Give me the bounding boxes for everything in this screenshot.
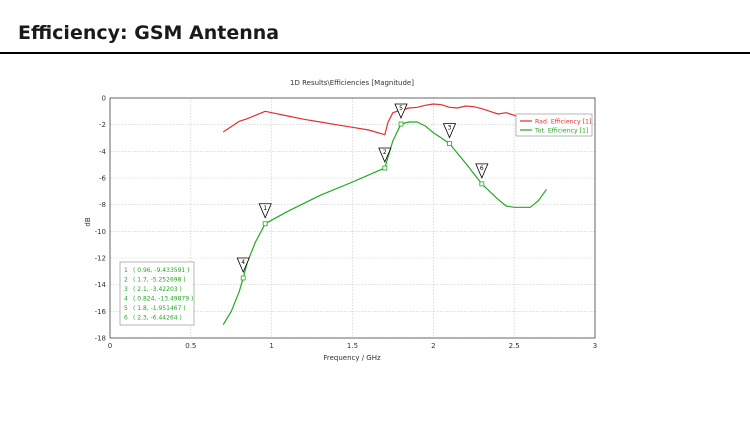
- x-tick-label: 2: [431, 342, 435, 350]
- y-axis-label: dB: [84, 217, 92, 226]
- legend-label: Tot. Efficiency [1]: [534, 128, 588, 135]
- marker-table-index: 6: [124, 315, 128, 322]
- marker-flags: 1 2 3 4 5 6: [236, 103, 489, 281]
- x-tick-label: 1.5: [347, 342, 358, 350]
- marker-flag-label: 1: [263, 205, 267, 212]
- tot-efficiency-line: [222, 121, 547, 326]
- y-tick-label: -18: [95, 335, 106, 343]
- marker-point: [398, 121, 404, 127]
- slide-title: Efficiency: GSM Antenna: [18, 22, 280, 44]
- title-divider: [0, 52, 750, 54]
- marker-point: [479, 181, 485, 187]
- marker-point: [240, 275, 246, 281]
- marker-flag: [236, 257, 250, 273]
- rad-efficiency-line: [222, 103, 531, 136]
- y-tick-label: -2: [99, 121, 106, 129]
- marker-point: [382, 165, 388, 171]
- marker-flag-label: 4: [241, 259, 245, 266]
- x-tick-label: 0: [108, 342, 112, 350]
- marker-point: [447, 141, 452, 147]
- marker-flag: [394, 103, 408, 120]
- marker-flag: [258, 203, 272, 219]
- marker-table-index: 5: [124, 305, 128, 312]
- marker-table-value: ( 1.7, -5.252698 ): [133, 277, 186, 284]
- marker-table-value: ( 0.824, -13.49879 ): [133, 296, 193, 303]
- marker-flag: [378, 147, 392, 164]
- marker-point: [262, 221, 268, 227]
- marker-flag-label: 3: [448, 125, 452, 132]
- marker-table-value: ( 0.96, -9.433591 ): [133, 267, 189, 274]
- legend-label: Rad. Efficiency [1]: [535, 119, 591, 126]
- axis-ticks: 0 0.5 1 1.5 2 2.5 3 0 -2 -4 -6 -8 -10 -12 -14 -16 -18: [95, 95, 598, 351]
- marker-table: 1 ( 0.96, -9.433591 ) 2 ( 1.7, -5.252698 ) 3…: [119, 261, 195, 326]
- marker-flag: [475, 163, 489, 179]
- marker-table-index: 4: [124, 296, 128, 303]
- marker-flag-label: 2: [383, 149, 387, 156]
- marker-table-value: ( 2.3, -6.44264 ): [133, 315, 182, 322]
- y-tick-label: -4: [99, 148, 107, 156]
- plot-frame: [109, 97, 596, 339]
- x-tick-label: 0.5: [185, 342, 196, 350]
- y-tick-label: -16: [95, 308, 107, 316]
- x-axis-label: Frequency / GHz: [323, 354, 381, 362]
- marker-flag-label: 5: [399, 105, 403, 112]
- marker-table-index: 2: [124, 277, 128, 284]
- marker-flag-label: 6: [480, 165, 484, 172]
- marker-table-box: [119, 261, 195, 326]
- legend: Rad. Efficiency [1] Tot. Efficiency [1]: [515, 113, 593, 137]
- y-tick-label: -10: [95, 228, 106, 236]
- x-tick-label: 1: [269, 342, 273, 350]
- chart-title: 1D Results\Efficiencies [Magnitude]: [290, 79, 414, 87]
- y-tick-label: -14: [95, 281, 107, 289]
- y-tick-label: 0: [102, 95, 106, 103]
- marker-table-index: 3: [124, 286, 128, 293]
- x-tick-label: 2.5: [509, 342, 520, 350]
- marker-table-index: 1: [124, 267, 128, 274]
- x-tick-label: 3: [593, 342, 597, 350]
- marker-flag: [442, 123, 457, 139]
- y-tick-label: -12: [95, 255, 106, 263]
- legend-box: [515, 113, 593, 137]
- y-tick-label: -8: [99, 201, 106, 209]
- y-tick-label: -6: [99, 175, 107, 183]
- marker-table-value: ( 1.8, -1.951467 ): [133, 305, 186, 312]
- marker-table-value: ( 2.1, -3.42203 ): [133, 286, 182, 293]
